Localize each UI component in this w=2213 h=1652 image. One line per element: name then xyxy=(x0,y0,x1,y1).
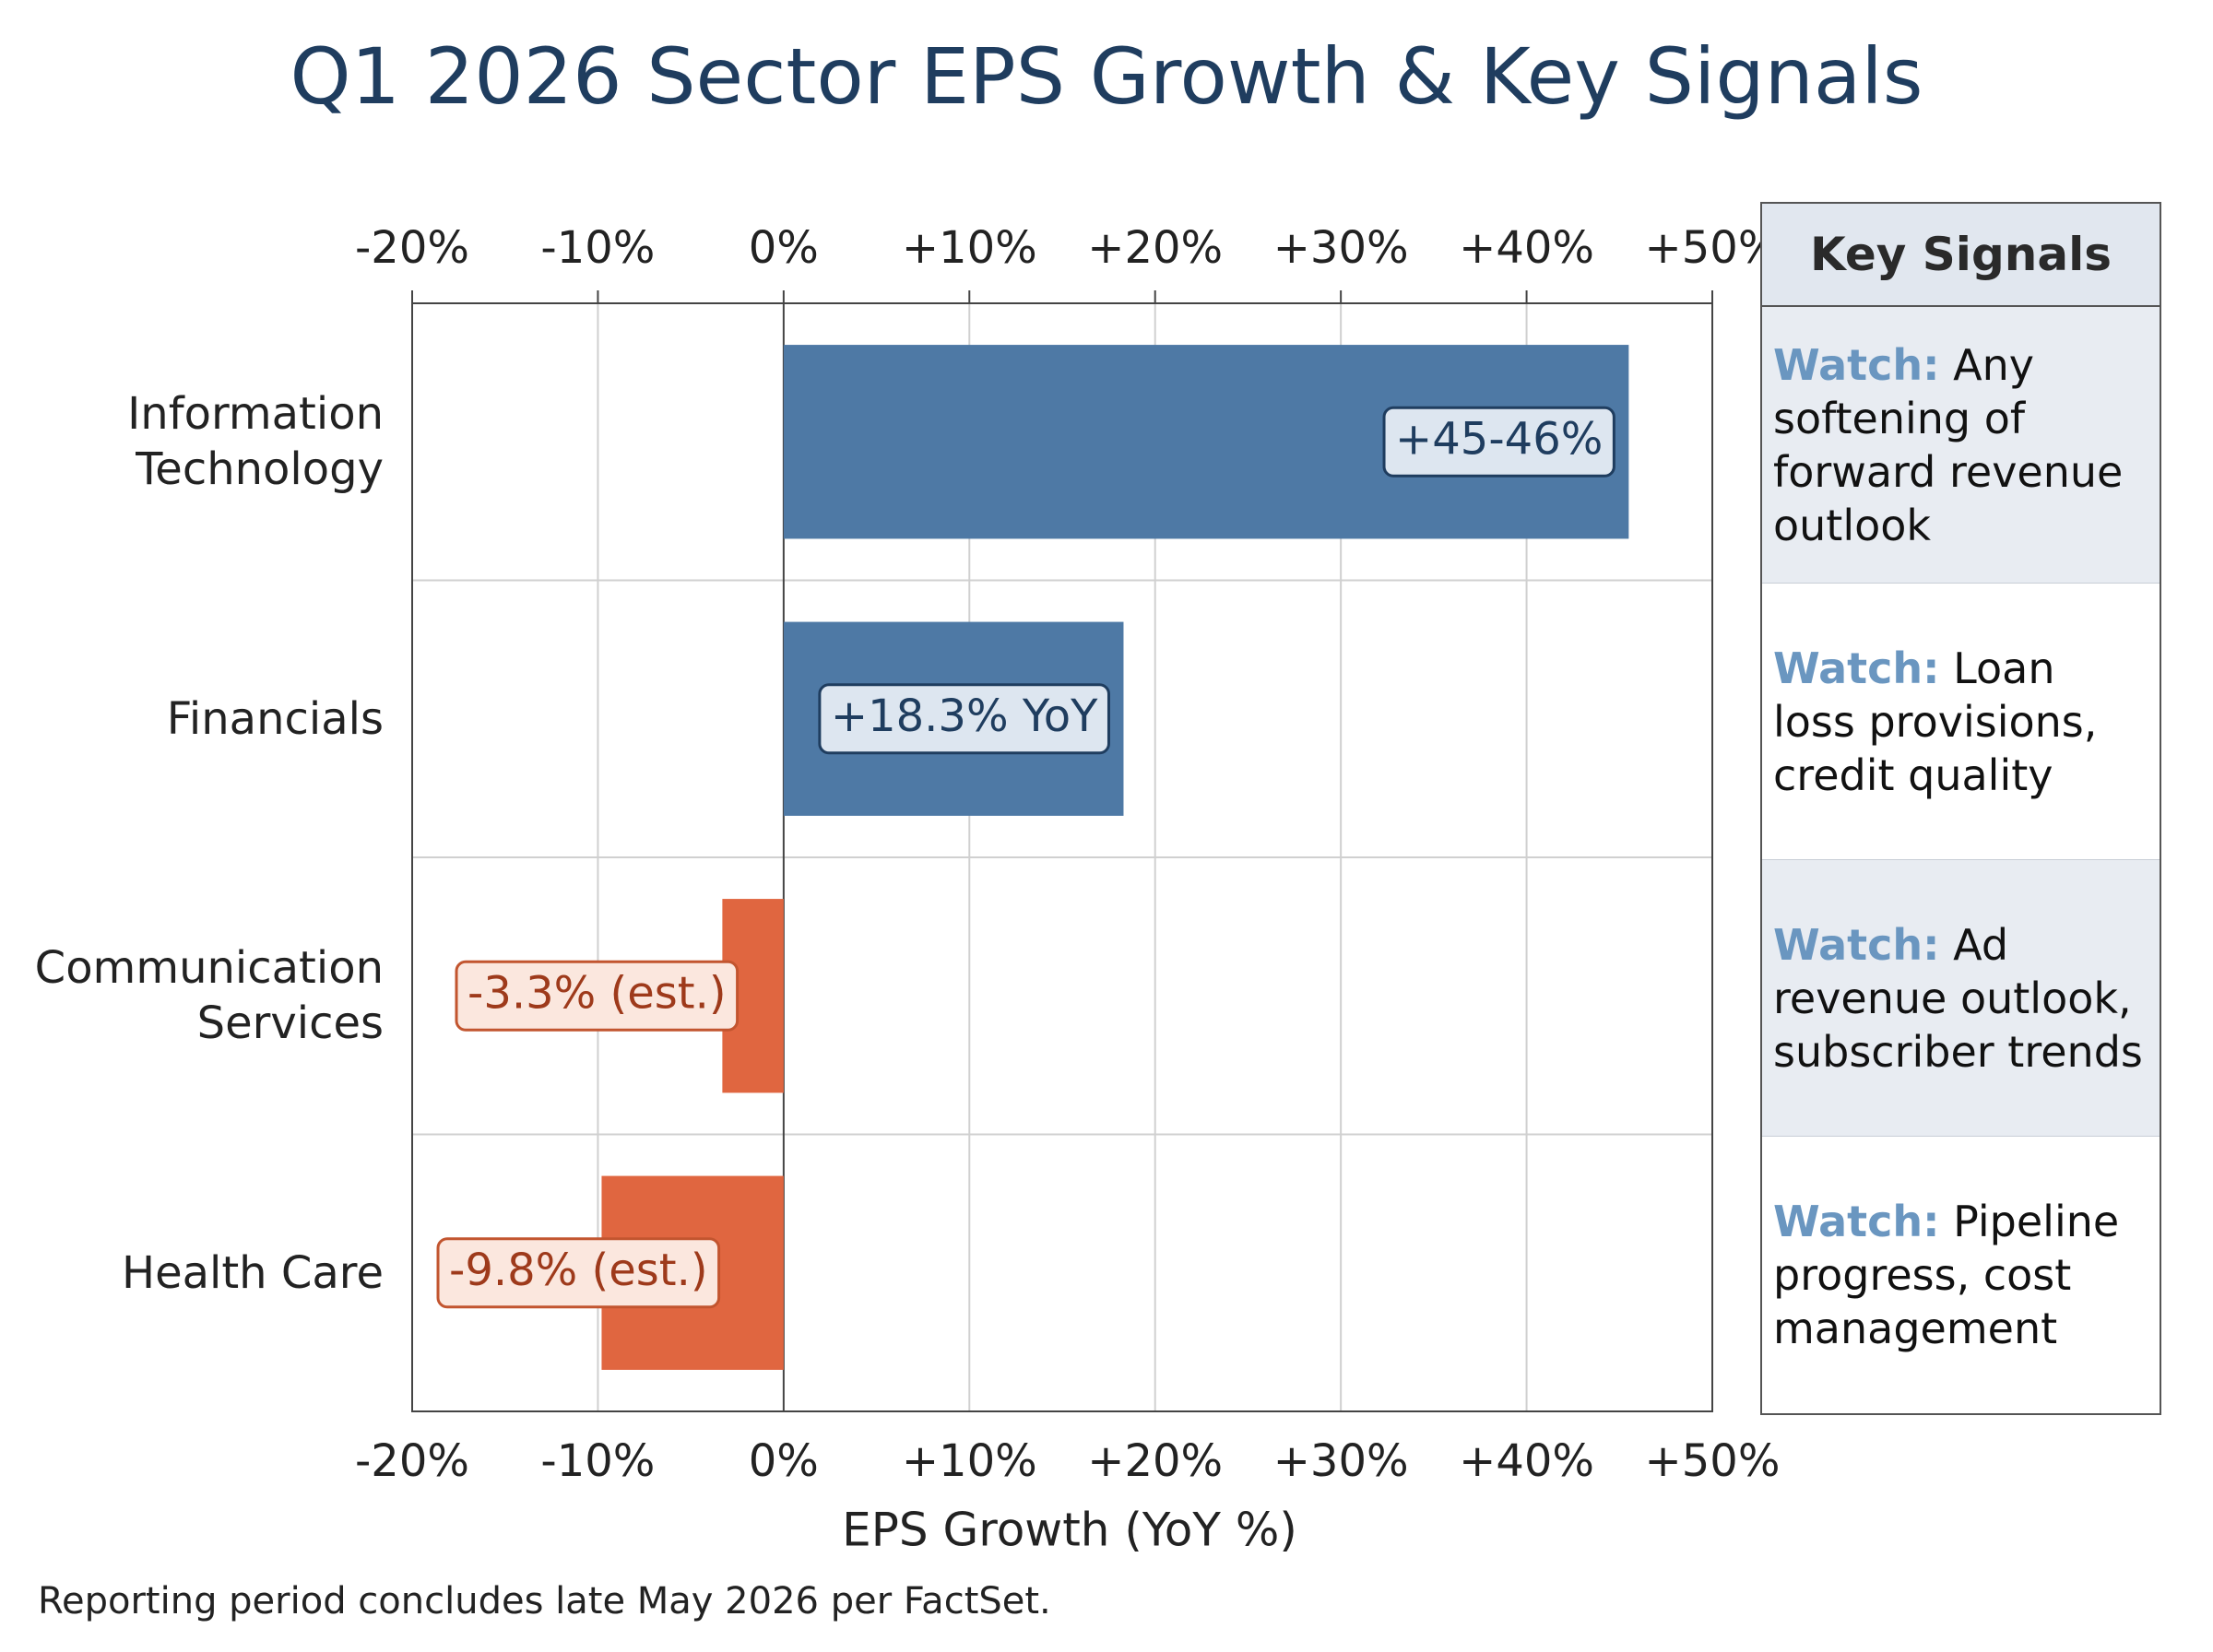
signal-row: Watch: Pipeline progress, cost managemen… xyxy=(1762,1137,2160,1413)
value-label-group: -3.3% (est.) xyxy=(455,960,740,1032)
signal-row: Watch: Ad revenue outlook, subscriber tr… xyxy=(1762,860,2160,1137)
signal-row: Watch: Loan loss provisions, credit qual… xyxy=(1762,584,2160,860)
signals-panel: Key Signals Watch: Any softening of forw… xyxy=(1760,202,2161,1415)
signal-body: Ad revenue outlook, subscriber trends xyxy=(1773,919,2143,1077)
x-tick-label: -10% xyxy=(540,1435,655,1487)
value-label-group: -9.8% (est.) xyxy=(436,1237,721,1309)
x-tick-label: +40% xyxy=(1459,1435,1594,1487)
x-tick-label: +20% xyxy=(1087,222,1223,274)
category-label: Information Technology xyxy=(127,388,384,496)
signal-prefix: Watch: xyxy=(1773,339,1940,390)
plot-border xyxy=(411,302,1713,1412)
signal-body: Any softening of forward revenue outlook xyxy=(1773,339,2124,550)
signals-title: Key Signals xyxy=(1762,204,2160,307)
value-label-group: +18.3% YoY xyxy=(818,683,1110,755)
x-tick-label: +50% xyxy=(1645,1435,1781,1487)
value-label: -9.8% (est.) xyxy=(449,1245,708,1296)
signal-row: Watch: Any softening of forward revenue … xyxy=(1762,307,2160,584)
x-tick-label: 0% xyxy=(749,1435,819,1487)
x-tick-label: -20% xyxy=(355,1435,469,1487)
value-label-box xyxy=(818,683,1110,755)
x-axis-label: EPS Growth (YoY %) xyxy=(842,1504,1297,1557)
footnote: Reporting period concludes late May 2026… xyxy=(38,1580,1051,1622)
signal-text: Watch: Any softening of forward revenue … xyxy=(1773,338,2148,552)
signal-text: Watch: Loan loss provisions, credit qual… xyxy=(1773,642,2148,802)
signal-text: Watch: Pipeline progress, cost managemen… xyxy=(1773,1195,2148,1355)
value-label: +18.3% YoY xyxy=(831,690,1098,742)
x-tick-label: +50% xyxy=(1645,222,1781,274)
value-label: -3.3% (est.) xyxy=(467,967,727,1019)
category-label: Communication Services xyxy=(34,942,384,1050)
value-label-box xyxy=(455,960,740,1032)
category-label: Financials xyxy=(166,692,384,745)
x-tick-label: +20% xyxy=(1087,1435,1223,1487)
x-tick-label: +40% xyxy=(1459,222,1594,274)
signal-body: Loan loss provisions, credit quality xyxy=(1773,643,2098,800)
x-tick-label: -10% xyxy=(540,222,655,274)
value-label-box xyxy=(436,1237,721,1309)
signal-body: Pipeline progress, cost management xyxy=(1773,1197,2120,1353)
signal-prefix: Watch: xyxy=(1773,919,1940,970)
x-tick-label: -20% xyxy=(355,222,469,274)
value-label-box xyxy=(1382,406,1615,478)
value-label-group: +45-46% xyxy=(1382,406,1615,478)
x-tick-label: +30% xyxy=(1273,1435,1409,1487)
chart-title: Q1 2026 Sector EPS Growth & Key Signals xyxy=(290,31,1923,122)
signal-prefix: Watch: xyxy=(1773,1197,1940,1246)
x-tick-label: 0% xyxy=(749,222,819,274)
signal-text: Watch: Ad revenue outlook, subscriber tr… xyxy=(1773,918,2148,1079)
value-label: +45-46% xyxy=(1395,413,1603,465)
x-tick-label: +10% xyxy=(902,1435,1037,1487)
x-tick-label: +10% xyxy=(902,222,1037,274)
signal-prefix: Watch: xyxy=(1773,643,1940,693)
x-tick-label: +30% xyxy=(1273,222,1409,274)
category-label: Health Care xyxy=(121,1246,384,1299)
